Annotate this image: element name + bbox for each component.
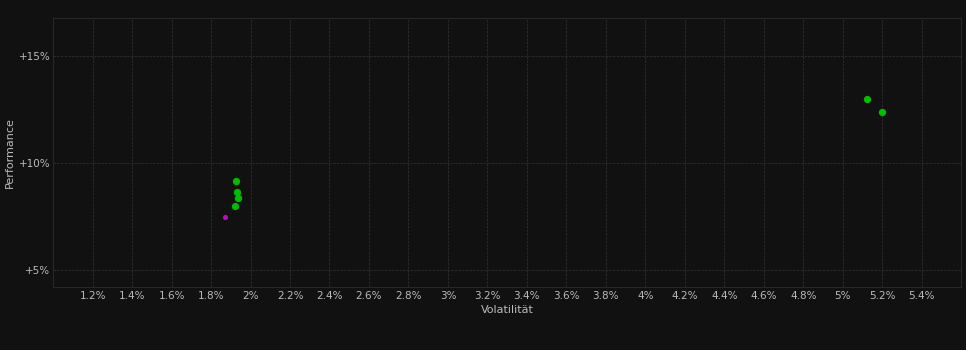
X-axis label: Volatilität: Volatilität (481, 305, 533, 315)
Point (228, 178, 243, 184)
Point (227, 203, 242, 209)
Point (860, 96, 875, 101)
Point (229, 189, 244, 195)
Point (217, 215, 233, 220)
Point (230, 195, 245, 201)
Y-axis label: Performance: Performance (5, 117, 14, 188)
Point (874, 109, 890, 114)
